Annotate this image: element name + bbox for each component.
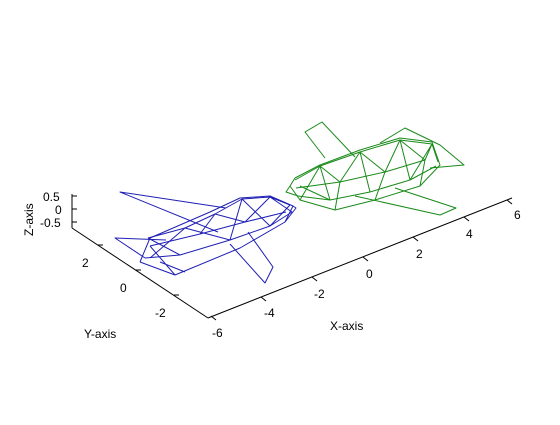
green-aircraft-wireframe [285, 121, 465, 216]
blue-wing-bottom [229, 231, 274, 284]
x-tick-label: 0 [366, 267, 373, 281]
z-axis-label: Z-axis [22, 203, 36, 236]
y-tick-label: 2 [82, 256, 89, 270]
green-fuselage-spine [294, 139, 439, 181]
green-wing-lower [354, 187, 457, 216]
green-nose [285, 185, 299, 197]
z-tick-label: 0.5 [43, 190, 60, 204]
blue-cross-struts [147, 196, 293, 276]
x-tick-label: -2 [314, 287, 325, 301]
blue-fuselage-outline [139, 195, 294, 276]
y-ticks [98, 244, 179, 296]
green-tail-fin [304, 121, 356, 159]
green-cross-struts [299, 139, 433, 211]
blue-fuselage-spine [147, 196, 291, 239]
x-axis-line [207, 197, 513, 319]
x-tick-label: -4 [264, 306, 275, 320]
x-tick-label: 4 [466, 227, 473, 241]
x-tick-label: 2 [416, 247, 423, 261]
green-wing-upper [379, 127, 465, 169]
blue-aircraft-wireframe [114, 191, 297, 284]
green-fuselage-mid [295, 159, 426, 189]
blue-wing-top [119, 191, 227, 233]
y-tick-label: 0 [120, 281, 127, 295]
z-ticks [72, 195, 77, 223]
y-axis-label: Y-axis [84, 327, 116, 341]
x-tick-label: -6 [212, 326, 223, 340]
blue-fuselage-belly [144, 211, 293, 259]
z-tick-label: 0 [55, 203, 62, 217]
blue-nose [284, 205, 297, 223]
green-fuselage-outline [289, 137, 441, 211]
y-tick-label: -2 [155, 306, 166, 320]
z-tick-label: -0.5 [40, 216, 61, 230]
blue-fuselage-mid [149, 211, 287, 247]
x-axis-label: X-axis [330, 319, 363, 333]
x-ticks [210, 199, 513, 321]
y-axis-line [71, 227, 209, 319]
x-tick-label: 6 [514, 208, 521, 222]
